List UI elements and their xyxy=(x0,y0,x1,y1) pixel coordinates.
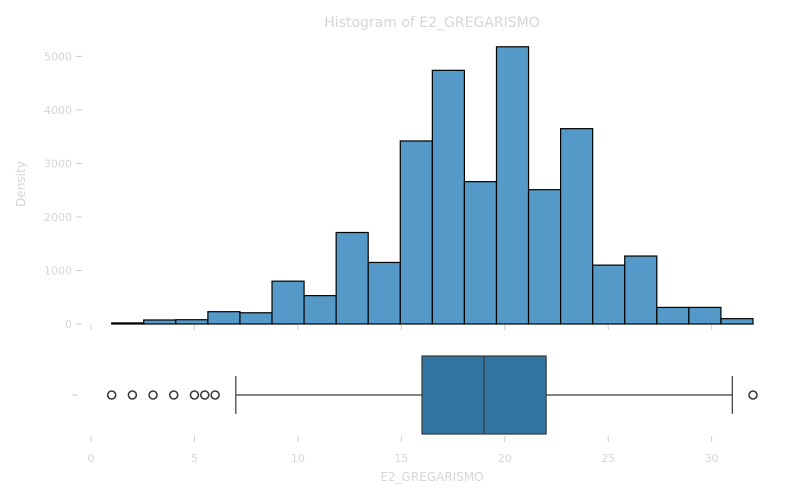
histogram-bar xyxy=(367,261,401,325)
histogram-bar xyxy=(207,311,241,325)
histogram-bar xyxy=(271,280,305,325)
y-tick-label: 5000 xyxy=(44,50,72,63)
histogram-bar xyxy=(688,306,722,325)
y-tick-label: 2000 xyxy=(44,211,72,224)
histogram-bar xyxy=(175,319,209,325)
y-tick-label: 0 xyxy=(65,318,72,331)
histogram-bar xyxy=(495,46,530,325)
histogram-bar xyxy=(656,306,690,325)
outlier-point xyxy=(748,390,758,400)
histogram-bar xyxy=(239,312,273,325)
histogram-bar xyxy=(303,295,337,325)
boxplot-panel: 0 5 10 15 20 25 30 xyxy=(72,355,758,465)
x-tick-label: 15 xyxy=(394,452,408,465)
histogram-panel: 0 1000 2000 3000 4000 5000 xyxy=(44,46,754,331)
x-tick-label: 30 xyxy=(705,452,719,465)
outlier-point xyxy=(148,390,158,400)
histogram-bar xyxy=(592,264,626,325)
outlier-point xyxy=(127,390,138,400)
histogram-bar xyxy=(431,69,466,325)
histogram-bar xyxy=(527,189,562,325)
outlier-point xyxy=(168,390,179,400)
outlier-point xyxy=(106,390,117,400)
histogram-bar xyxy=(111,322,145,325)
x-tick-label: 0 xyxy=(88,452,95,465)
histogram-bar xyxy=(560,128,594,325)
y-tick-label: 3000 xyxy=(44,157,72,170)
outlier-point xyxy=(189,390,200,400)
outlier-point xyxy=(210,390,220,400)
histogram-bar xyxy=(624,255,658,325)
histogram-bar xyxy=(399,140,433,325)
histogram-bar xyxy=(463,181,498,325)
y-tick-label: 4000 xyxy=(44,104,72,117)
outlier-point xyxy=(199,390,210,400)
histogram-bar xyxy=(335,231,369,325)
x-tick-label: 20 xyxy=(498,452,512,465)
histogram-bar xyxy=(143,319,177,325)
x-tick-label: 5 xyxy=(191,452,198,465)
x-axis-label: E2_GREGARISMO xyxy=(380,470,483,484)
histogram-bar xyxy=(720,318,754,325)
x-tick-label: 10 xyxy=(291,452,305,465)
chart-title: Histogram of E2_GREGARISMO xyxy=(324,15,539,31)
y-axis-label: Density xyxy=(14,161,28,207)
x-tick-label: 25 xyxy=(601,452,615,465)
y-tick-label: 1000 xyxy=(44,264,72,277)
